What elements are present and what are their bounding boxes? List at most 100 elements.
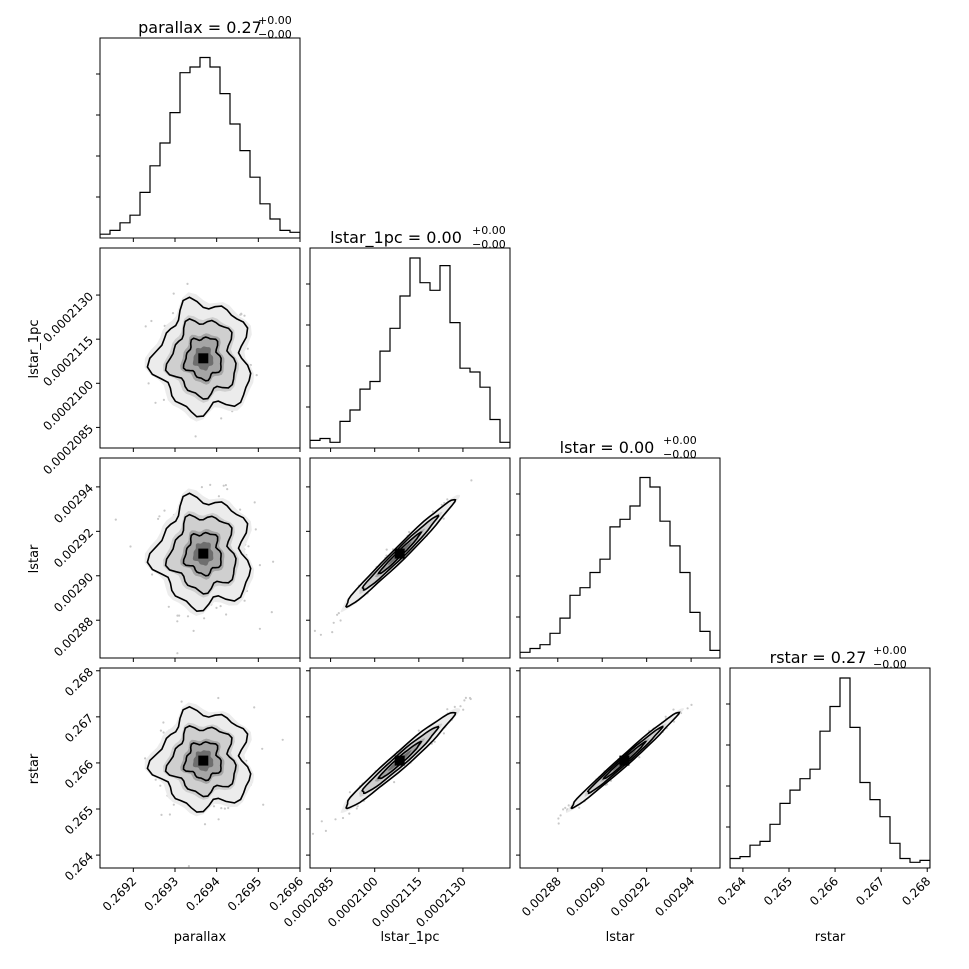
sample-point bbox=[355, 807, 358, 810]
sample-point bbox=[246, 347, 249, 350]
sample-point bbox=[220, 807, 223, 810]
panel-content bbox=[310, 257, 510, 448]
sample-point bbox=[151, 573, 154, 576]
sample-point bbox=[114, 518, 117, 521]
x-tick-label: 0.2695 bbox=[225, 874, 265, 914]
panel-content bbox=[730, 677, 930, 868]
sample-point bbox=[167, 605, 170, 608]
sample-point bbox=[262, 803, 265, 806]
sample-point bbox=[159, 784, 162, 787]
contour-line bbox=[345, 498, 457, 609]
contour-line bbox=[182, 336, 222, 382]
panel-frame bbox=[309, 667, 511, 869]
panel-rstar-rstar: 0.264 0.265 0.266 0.267 0.268 bbox=[715, 667, 933, 908]
contour-line bbox=[586, 725, 664, 795]
x-tick-label: 0.2693 bbox=[142, 874, 182, 914]
sample-point bbox=[176, 620, 179, 623]
sample-point bbox=[217, 818, 220, 821]
sample-point bbox=[168, 813, 171, 816]
title-lstar_1pc-sub: −0.00 bbox=[472, 238, 506, 251]
histogram-lstar_1pc bbox=[310, 257, 510, 448]
sample-point bbox=[559, 814, 562, 817]
title-rstar: rstar = 0.27 bbox=[770, 648, 867, 667]
y-tick-label: 0.264 bbox=[62, 849, 96, 883]
sample-point bbox=[215, 606, 218, 609]
title-lstar-sup: +0.00 bbox=[663, 434, 697, 447]
x-tick-label: 0.00294 bbox=[652, 874, 697, 919]
sample-point bbox=[147, 382, 150, 385]
sample-point bbox=[332, 621, 335, 624]
panel-frame bbox=[99, 667, 301, 869]
sample-point bbox=[172, 803, 175, 806]
sample-point bbox=[162, 721, 165, 724]
sample-point bbox=[162, 398, 165, 401]
sample-point bbox=[212, 805, 216, 808]
sample-point bbox=[442, 732, 445, 735]
sample-point bbox=[203, 823, 207, 826]
sample-point bbox=[226, 488, 229, 491]
title-lstar_1pc: lstar_1pc = 0.00 bbox=[330, 228, 462, 248]
sample-point bbox=[254, 528, 257, 531]
histogram-parallax bbox=[100, 56, 300, 238]
sample-point bbox=[240, 313, 243, 316]
title-lstar-sub: −0.00 bbox=[663, 448, 697, 461]
x-tick-label: 0.2694 bbox=[183, 874, 223, 914]
sample-point bbox=[217, 696, 220, 700]
contour-line bbox=[570, 711, 681, 810]
sample-point bbox=[319, 633, 322, 636]
sample-point bbox=[176, 614, 179, 617]
x-tick-label: 0.265 bbox=[761, 874, 795, 908]
panel-lstar-rstar: 0.00288 0.00290 0.00292 0.00294 bbox=[516, 667, 721, 919]
sample-point bbox=[180, 700, 183, 703]
sample-point bbox=[672, 708, 675, 711]
sample-point bbox=[163, 509, 166, 512]
panel-content bbox=[144, 696, 284, 868]
sample-point bbox=[187, 865, 190, 868]
sample-point bbox=[220, 417, 223, 420]
xlabel-lstar: lstar bbox=[606, 930, 635, 945]
sample-point bbox=[217, 495, 220, 498]
sample-point bbox=[638, 756, 641, 759]
contour-line bbox=[361, 514, 440, 591]
x-tick-label: 0.2692 bbox=[100, 874, 140, 914]
contour-line bbox=[361, 725, 440, 794]
sample-point bbox=[446, 708, 449, 711]
sample-point bbox=[393, 781, 396, 784]
y-tick-label: 0.00292 bbox=[51, 526, 96, 571]
sample-point bbox=[129, 545, 132, 548]
sample-point bbox=[459, 705, 462, 708]
x-tick-label: 0.267 bbox=[853, 874, 887, 908]
sample-point bbox=[331, 631, 334, 634]
sample-point bbox=[336, 613, 339, 616]
density-peak bbox=[198, 353, 209, 364]
sample-point bbox=[253, 501, 256, 504]
ylabel-lstar_1pc: lstar_1pc bbox=[27, 320, 42, 379]
sample-point bbox=[154, 778, 157, 781]
sample-point bbox=[243, 314, 246, 317]
title-parallax-sup: +0.00 bbox=[258, 14, 292, 27]
sample-point bbox=[261, 747, 264, 750]
sample-point bbox=[224, 484, 227, 487]
ylabel-rstar: rstar bbox=[27, 753, 42, 784]
sample-point bbox=[150, 319, 153, 323]
sample-point bbox=[281, 738, 284, 741]
sample-point bbox=[253, 706, 256, 709]
sample-point bbox=[144, 757, 147, 760]
sample-point bbox=[433, 740, 436, 743]
panel-frame bbox=[99, 37, 301, 239]
sample-point bbox=[178, 614, 181, 617]
sample-point bbox=[442, 517, 445, 520]
sample-point bbox=[223, 807, 226, 810]
sample-point bbox=[222, 484, 225, 487]
sample-point bbox=[686, 707, 689, 710]
title-rstar-sup: +0.00 bbox=[873, 644, 907, 657]
histogram-rstar bbox=[730, 677, 930, 868]
contour-line bbox=[146, 705, 252, 813]
density-peak bbox=[619, 755, 630, 766]
sample-point bbox=[270, 611, 273, 614]
sample-point bbox=[470, 479, 473, 482]
panel-lstar_1pc-lstar_1pc bbox=[306, 247, 511, 452]
